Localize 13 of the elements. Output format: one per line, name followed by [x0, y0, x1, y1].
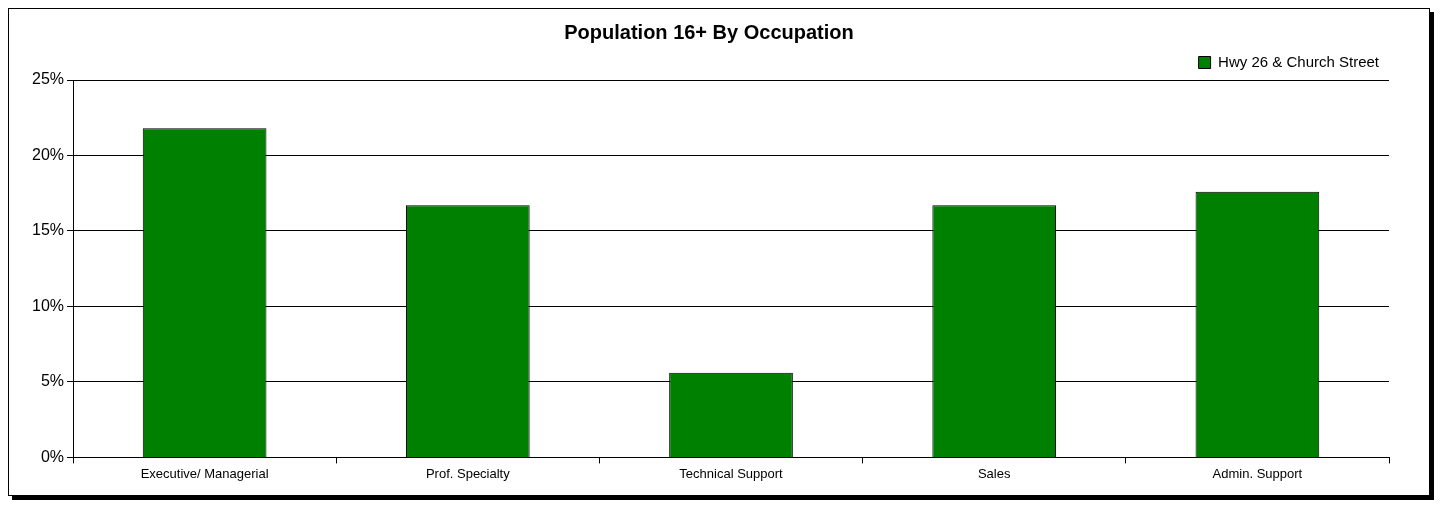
- y-tick-label: 0%: [40, 447, 65, 465]
- x-tick-label: Technical Support: [679, 465, 784, 481]
- y-tick-label: 25%: [31, 70, 65, 88]
- legend-label: Hwy 26 & Church Street: [1218, 52, 1380, 70]
- y-tick-label: 15%: [31, 221, 65, 239]
- y-tick-label: 10%: [31, 296, 65, 314]
- chart-title: Population 16+ By Occupation: [564, 20, 854, 43]
- y-tick-label: 20%: [31, 145, 65, 163]
- x-tick-label: Sales: [977, 465, 1011, 481]
- y-tick-label: 5%: [40, 372, 65, 390]
- x-tick-label: Executive/ Managerial: [140, 465, 269, 481]
- x-tick-label: Prof. Specialty: [425, 465, 511, 481]
- x-tick-label: Admin. Support: [1212, 465, 1303, 481]
